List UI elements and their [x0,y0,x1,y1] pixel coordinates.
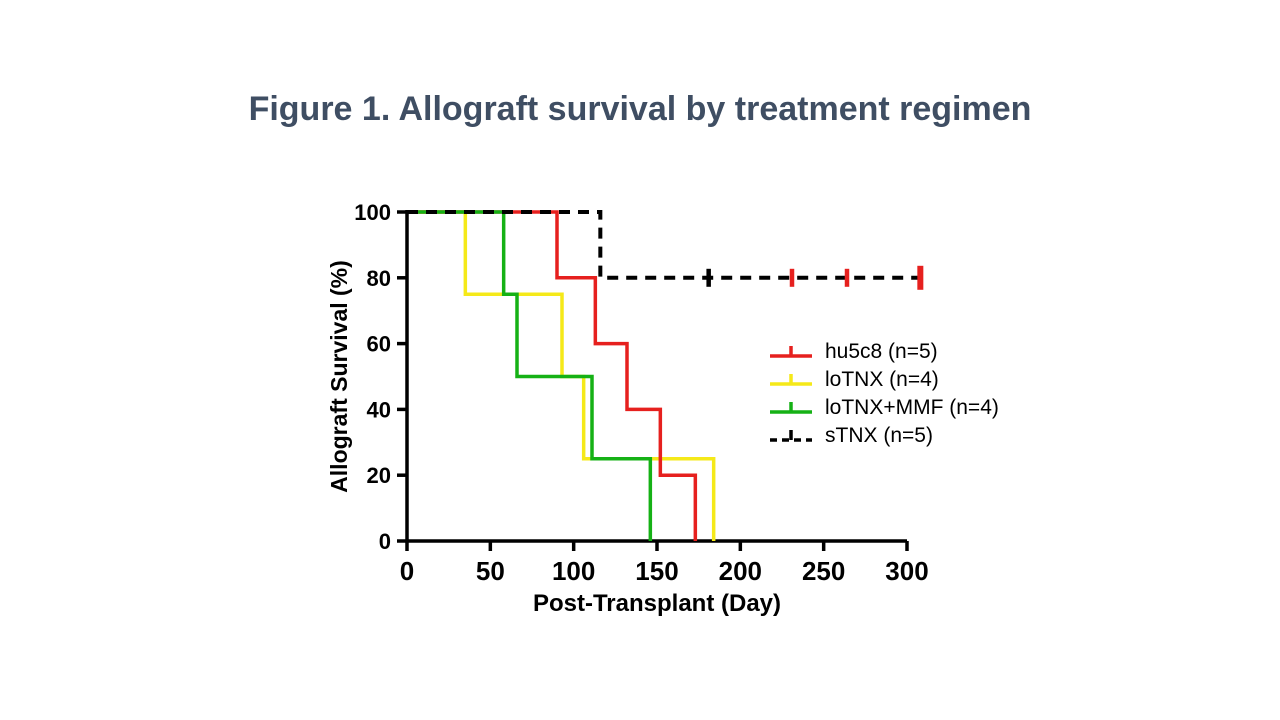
legend-item-stnx: sTNX (n=5) [768,424,999,447]
y-tick-label: 60 [367,332,391,357]
y-tick-label: 20 [367,463,391,488]
y-tick-label: 0 [379,529,391,554]
series-hu5c8-curve [407,210,698,541]
series-stnx-curve [407,210,921,280]
x-axis-title: Post-Transplant (Day) [533,590,781,617]
series-lotnx-mmf-curve [407,210,653,541]
legend-key-lotnx-mmf-line-icon [770,402,812,414]
y-tick-label: 80 [367,266,391,291]
legend-key-stnx-line-icon [770,430,812,442]
legend-key-hu5c8-line-icon [770,346,812,358]
x-tick-label: 0 [400,556,414,586]
y-tick-label: 100 [354,200,391,225]
y-axis-title: Allograft Survival (%) [326,260,352,493]
legend-label-stnx: sTNX (n=5) [825,424,933,447]
chart-legend: hu5c8 (n=5) loTNX (n=4) loTNX+MMF (n=4) sTN… [768,340,999,447]
y-tick-label: 40 [367,397,391,422]
x-tick-label: 250 [802,556,845,586]
x-tick-label: 150 [635,556,678,586]
x-tick-label: 50 [476,556,505,586]
legend-key-lotnx-line-icon [770,374,812,386]
legend-label-hu5c8: hu5c8 (n=5) [825,340,938,363]
x-tick-label: 300 [885,556,928,586]
legend-item-hu5c8: hu5c8 (n=5) [768,340,999,363]
x-tick-label: 100 [552,556,595,586]
figure-title: Figure 1. Allograft survival by treatmen… [248,90,1032,128]
x-tick-label: 200 [719,556,762,586]
legend-label-lotnx: loTNX (n=4) [825,368,939,391]
legend-label-lotnx-mmf: loTNX+MMF (n=4) [825,396,999,419]
legend-item-lotnx-mmf: loTNX+MMF (n=4) [768,396,999,419]
legend-item-lotnx: loTNX (n=4) [768,368,999,391]
